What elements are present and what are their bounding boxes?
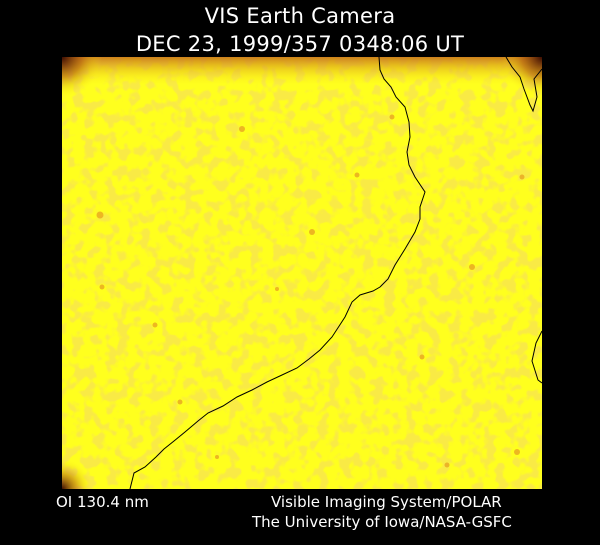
spot-cluster: [96, 114, 525, 468]
image-texture: [62, 57, 542, 489]
top-edge-shading: [62, 57, 542, 85]
wavelength-label: OI 130.4 nm: [56, 493, 149, 511]
coastline-right: [531, 330, 542, 384]
instrument-label: Visible Imaging System/POLAR: [271, 493, 502, 511]
coastline-top-right: [505, 57, 542, 113]
earth-camera-image: [62, 57, 542, 489]
image-title: VIS Earth Camera: [204, 4, 396, 28]
corner-shading-tl: [62, 57, 102, 97]
coastline-main: [129, 57, 426, 489]
continent-outline: [129, 57, 542, 489]
image-timestamp: DEC 23, 1999/357 0348:06 UT: [135, 32, 465, 56]
corner-shading-bl: [62, 459, 92, 489]
institution-label: The University of Iowa/NASA-GSFC: [252, 513, 512, 531]
